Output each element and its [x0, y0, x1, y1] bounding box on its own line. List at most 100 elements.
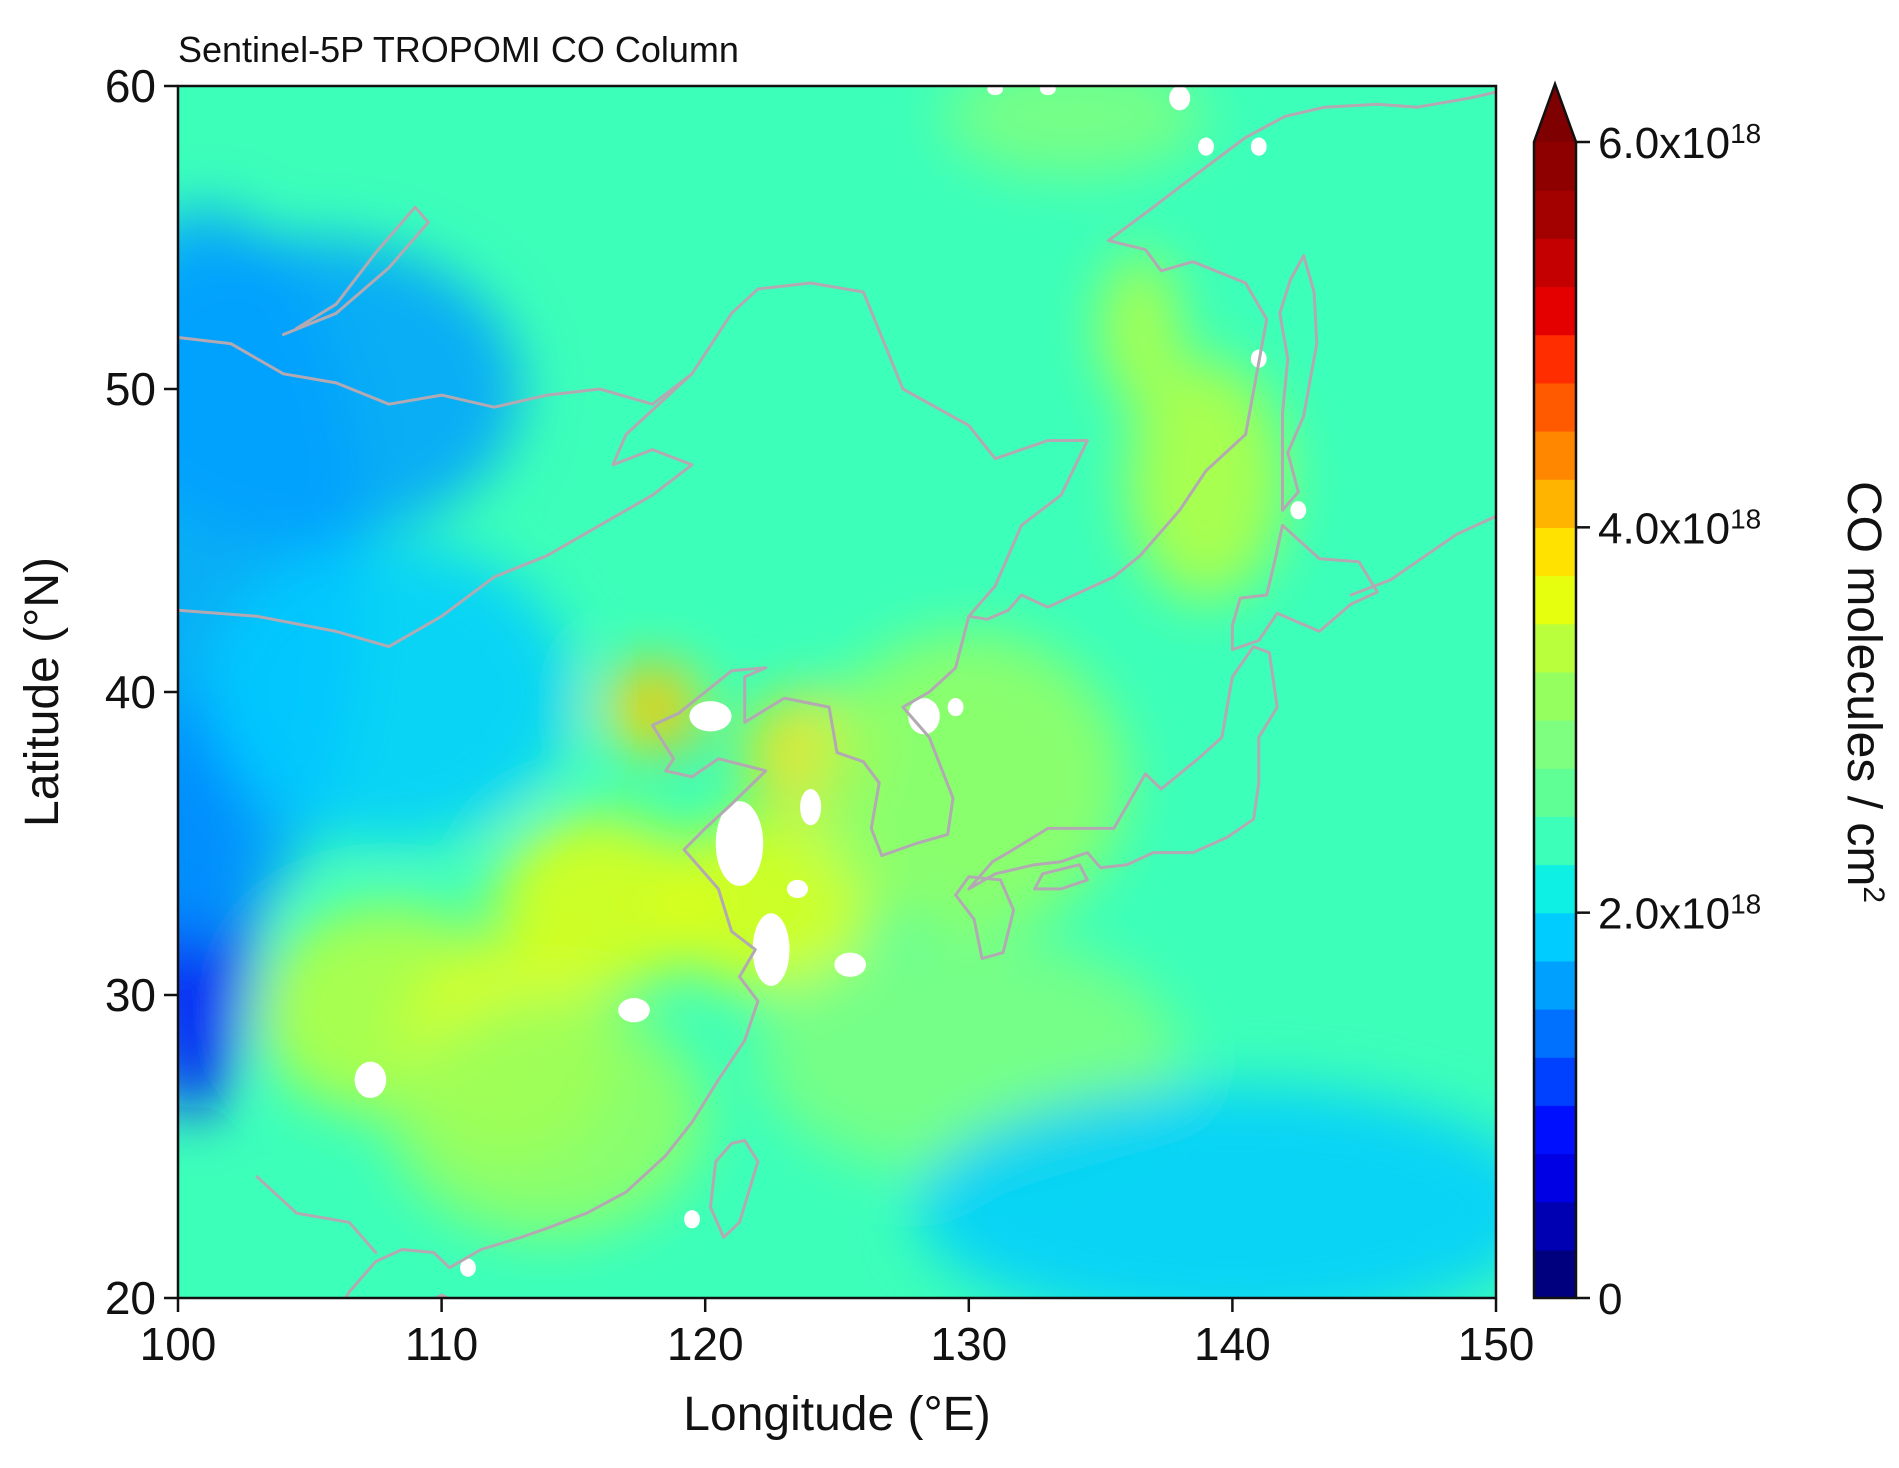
- co-field-feature-9: [660, 725, 687, 750]
- colorbar-level-19: [1534, 334, 1576, 384]
- colorbar-level-18: [1534, 382, 1576, 432]
- map-title: Sentinel-5P TROPOMI CO Column: [178, 29, 739, 70]
- colorbar-level-14: [1534, 575, 1576, 625]
- colorbar-tick-label: 4.0x1018: [1598, 503, 1761, 554]
- colorbar-level-15: [1534, 527, 1576, 577]
- x-tick-label: 140: [1194, 1318, 1271, 1370]
- coastline-3: [690, 281, 1089, 618]
- coastline-2: [281, 205, 430, 336]
- colorbar-level-6: [1534, 960, 1576, 1010]
- colorbar-level-1: [1534, 1201, 1576, 1251]
- colorbar-level-17: [1534, 431, 1576, 480]
- missing-data-patch-8: [908, 698, 940, 735]
- co-field-feature-19: [942, 86, 1207, 177]
- co-field-feature-7: [599, 661, 706, 753]
- colorbar-level-2: [1534, 1153, 1576, 1203]
- y-tick-label: 20: [105, 1272, 156, 1324]
- colorbar-level-21: [1534, 238, 1576, 288]
- colorbar-extend-max: [1534, 84, 1576, 142]
- missing-data-patch-12: [1290, 501, 1307, 520]
- co-field-feature-2: [178, 237, 521, 541]
- colorbar-level-11: [1534, 720, 1576, 769]
- colorbar-level-5: [1534, 1009, 1576, 1058]
- coastline-13: [1107, 90, 1496, 436]
- colorbar-level-23: [1534, 142, 1576, 191]
- colorbar-level-3: [1534, 1105, 1576, 1155]
- missing-data-patch-14: [1198, 137, 1214, 156]
- map-area: [178, 86, 1496, 1298]
- y-tick-label: 30: [105, 969, 156, 1021]
- coastline-15: [1349, 514, 1496, 597]
- colorbar-level-20: [1534, 286, 1576, 336]
- y-tick-label: 60: [105, 60, 156, 112]
- missing-data-patch-10: [684, 1210, 700, 1229]
- missing-data-patch-2: [800, 788, 822, 826]
- colorbar-level-7: [1534, 912, 1576, 962]
- colorbar-level-13: [1534, 623, 1576, 673]
- x-tick-label: 130: [930, 1318, 1007, 1370]
- missing-data-patch-16: [1169, 86, 1191, 111]
- coastline-16: [255, 1175, 378, 1254]
- coastline-4: [611, 372, 694, 467]
- colorbar-level-8: [1534, 864, 1576, 914]
- missing-data-patch-9: [947, 698, 964, 717]
- y-tick-label: 40: [105, 666, 156, 718]
- x-axis-label: Longitude (°E): [683, 1388, 990, 1441]
- y-axis-ticks: 20 30 40 50 60: [105, 60, 178, 1324]
- x-axis-ticks: 100 110 120 130 140 150: [140, 1298, 1535, 1370]
- x-tick-label: 150: [1458, 1318, 1535, 1370]
- co-field-feature-14: [810, 631, 1127, 935]
- coastline-9: [954, 875, 1016, 961]
- missing-data-patch-6: [618, 998, 650, 1023]
- co-field-feature-6: [494, 813, 706, 995]
- coastline-6: [709, 1138, 760, 1239]
- co-field-feature-18: [916, 1085, 1496, 1298]
- coastlines: [178, 90, 1496, 1298]
- colorbar: [1532, 80, 1578, 1300]
- co-field-feature-8: [639, 676, 666, 708]
- missing-data-patches: [354, 86, 1307, 1277]
- colorbar-level-16: [1534, 479, 1576, 528]
- x-tick-label: 100: [140, 1318, 217, 1370]
- missing-data-patch-0: [715, 801, 764, 886]
- coastline-12: [1278, 254, 1319, 512]
- coastline-5: [343, 614, 971, 1298]
- colorbar-label-sup: 2: [1858, 886, 1891, 903]
- coastline-10: [1033, 863, 1089, 891]
- missing-data-patch-18: [1039, 86, 1056, 96]
- co-field-feature-15: [1126, 358, 1286, 602]
- colorbar-tick-label: 2.0x1018: [1598, 888, 1761, 939]
- y-tick-label: 50: [105, 363, 156, 415]
- coastline-8: [967, 645, 1279, 891]
- co-field-feature-3: [204, 540, 574, 844]
- colorbar-level-4: [1534, 1057, 1576, 1106]
- missing-data-patch-4: [752, 913, 790, 986]
- missing-data-patch-17: [987, 86, 1004, 96]
- colorbar-level-22: [1534, 190, 1576, 239]
- colorbar-level-10: [1534, 768, 1576, 817]
- missing-data-patch-3: [786, 879, 809, 899]
- colorbar-level-0: [1534, 1249, 1576, 1299]
- co-field-features: [178, 86, 1496, 1298]
- missing-data-patch-5: [834, 952, 866, 977]
- coastline-14: [967, 432, 1248, 621]
- co-field-feature-16: [1100, 252, 1180, 405]
- missing-data-patch-11: [460, 1258, 476, 1277]
- colorbar-label: CO molecules / cm2: [1837, 481, 1891, 903]
- colorbar-level-12: [1534, 671, 1576, 721]
- coastline-1: [178, 463, 694, 649]
- coastline-0: [178, 336, 694, 409]
- colorbar-label-base: CO molecules / cm: [1837, 481, 1890, 886]
- colorbar-ticks: 0 2.0x1018 4.0x1018 6.0x1018: [1576, 118, 1761, 1324]
- coastline-11: [1230, 523, 1379, 652]
- co-field-feature-13: [388, 994, 706, 1238]
- colorbar-tick-label: 6.0x1018: [1598, 118, 1761, 169]
- missing-data-patch-15: [1250, 137, 1267, 156]
- x-tick-label: 120: [667, 1318, 744, 1370]
- missing-data-patch-1: [689, 701, 732, 732]
- colorbar-frame: [1532, 80, 1578, 1300]
- colorbar-level-9: [1534, 816, 1576, 866]
- missing-data-patch-7: [354, 1061, 387, 1099]
- x-tick-label: 110: [405, 1318, 478, 1370]
